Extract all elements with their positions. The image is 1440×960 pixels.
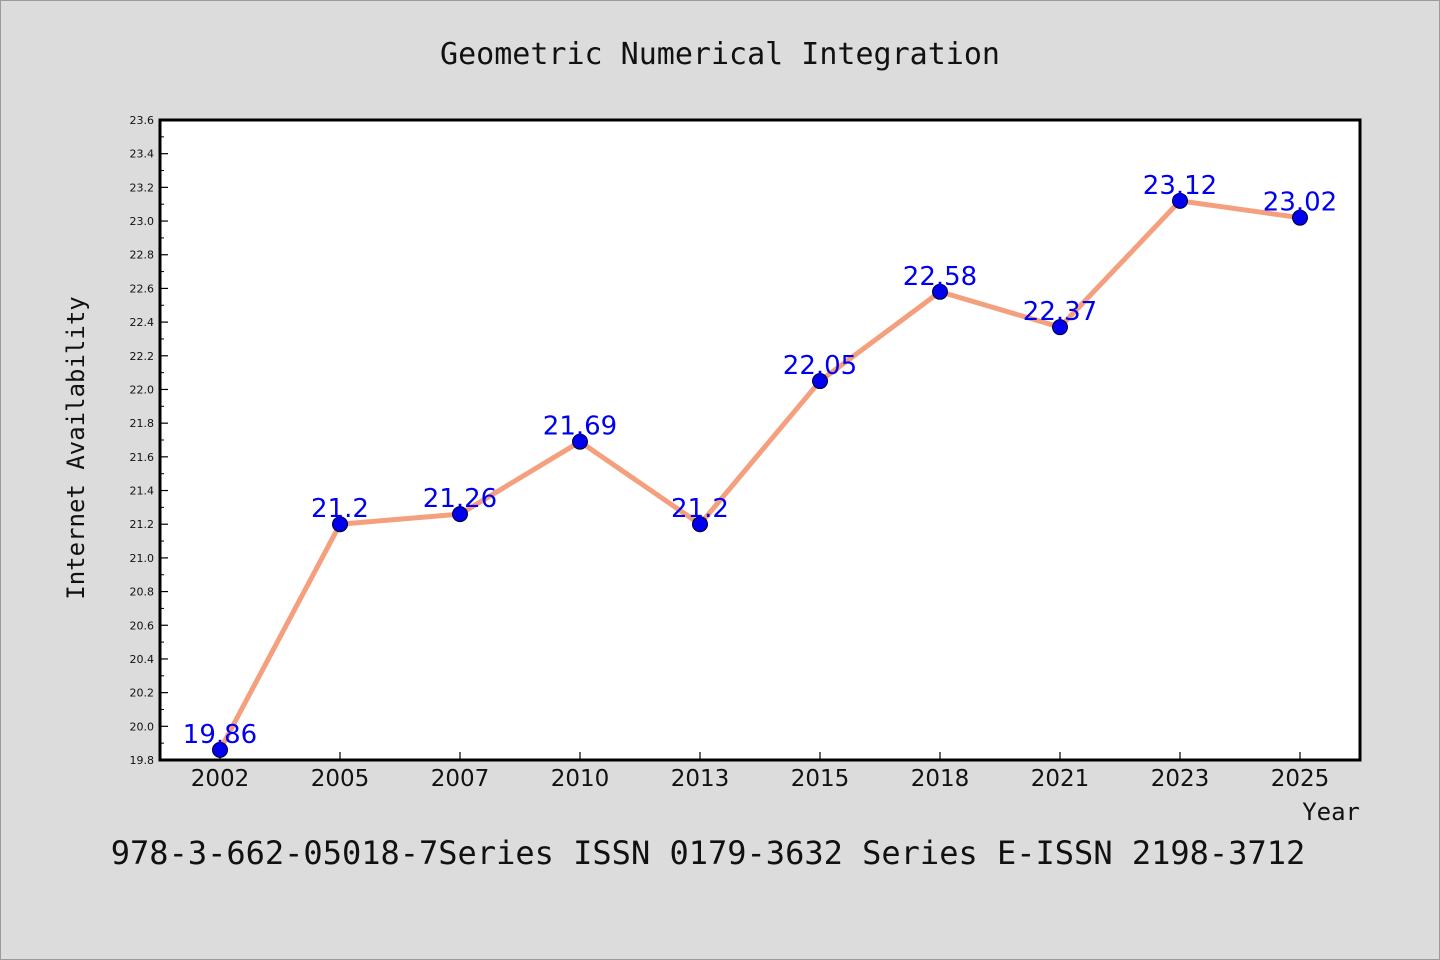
y-tick-label: 19.8 <box>130 754 155 767</box>
y-axis-label: Internet Availability <box>62 296 90 599</box>
y-axis: 19.8 20.0 20.2 20.4 20.6 20.8 21.0 21.2 21.4 21.6… <box>130 114 168 767</box>
data-label: 19.86 <box>183 720 257 750</box>
data-point-marker <box>1052 319 1068 336</box>
y-tick-label: 20.2 <box>130 687 155 700</box>
x-tick-label: 2007 <box>431 766 490 792</box>
data-point-marker <box>812 373 828 390</box>
x-tick-label: 2021 <box>1031 766 1090 792</box>
y-tick-label: 22.2 <box>130 350 155 363</box>
y-tick-label: 22.6 <box>130 282 155 295</box>
series-group: 19.86 21.2 21.26 21.69 21.2 22.05 22.58 22.37 23… <box>183 171 1337 758</box>
series-line <box>217 198 1301 752</box>
data-label: 21.2 <box>311 494 369 524</box>
data-point-marker <box>932 283 948 300</box>
data-point-marker <box>572 433 588 450</box>
y-tick-label: 21.2 <box>130 518 155 531</box>
data-label: 21.2 <box>671 494 729 524</box>
data-point-marker <box>212 741 228 758</box>
data-label: 22.58 <box>903 262 977 292</box>
data-point-marker <box>1292 209 1308 226</box>
y-tick-label: 20.0 <box>130 720 155 733</box>
x-tick-label: 2023 <box>1151 766 1210 792</box>
y-tick-label: 23.4 <box>130 148 155 161</box>
data-label: 22.37 <box>1023 297 1097 327</box>
y-tick-label: 20.8 <box>130 586 155 599</box>
data-point-marker <box>692 516 708 533</box>
x-tick-label: 2013 <box>671 766 730 792</box>
data-label: 21.26 <box>423 484 497 514</box>
y-tick-label: 23.6 <box>130 114 155 127</box>
y-tick-label: 20.4 <box>130 653 155 666</box>
x-tick-label: 2018 <box>911 766 970 792</box>
footer-isbn-text: 978-3-662-05018-7Series ISSN 0179-3632 S… <box>111 834 1305 872</box>
y-tick-label: 21.4 <box>130 485 155 498</box>
x-tick-label: 2015 <box>791 766 850 792</box>
y-tick-label: 21.6 <box>130 451 155 464</box>
y-tick-label: 23.0 <box>130 215 155 228</box>
x-axis-label: Year <box>1302 798 1360 826</box>
data-label: 21.69 <box>543 412 617 442</box>
data-label: 23.02 <box>1263 188 1337 218</box>
data-label: 23.12 <box>1143 171 1217 201</box>
y-tick-label: 22.8 <box>130 249 155 262</box>
y-tick-label: 20.6 <box>130 619 155 632</box>
data-label: 22.05 <box>783 351 857 381</box>
chart-title: Geometric Numerical Integration <box>440 37 1000 72</box>
plot-area <box>158 118 1362 762</box>
y-tick-label: 23.2 <box>130 181 155 194</box>
data-point-marker <box>332 516 348 533</box>
y-tick-label: 21.0 <box>130 552 155 565</box>
y-tick-label: 22.0 <box>130 383 155 396</box>
x-tick-label: 2010 <box>551 766 610 792</box>
x-tick-label: 2005 <box>311 766 370 792</box>
data-point-marker <box>452 506 468 523</box>
x-tick-label: 2025 <box>1271 766 1330 792</box>
y-tick-label: 22.4 <box>130 316 155 329</box>
x-axis: 2002 2005 2007 2010 2013 2015 2018 2021 2023 2025 <box>191 752 1330 792</box>
y-tick-label: 21.8 <box>130 417 155 430</box>
data-point-marker <box>1172 192 1188 209</box>
x-tick-label: 2002 <box>191 766 250 792</box>
